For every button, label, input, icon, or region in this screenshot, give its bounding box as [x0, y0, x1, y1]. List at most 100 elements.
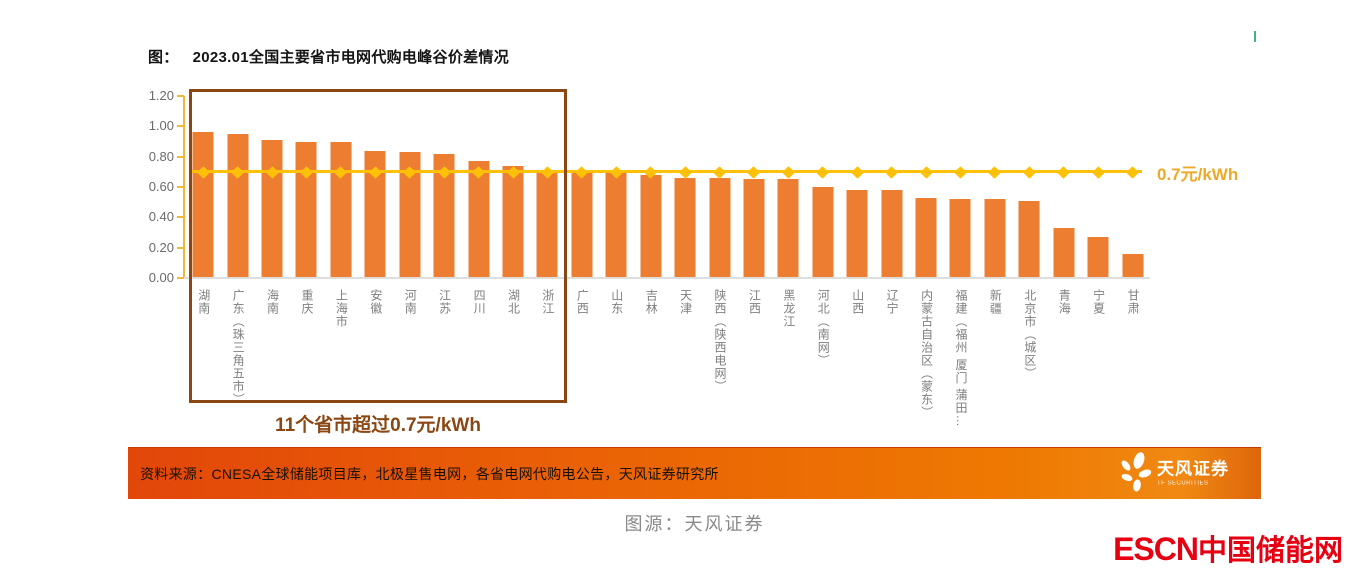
- bar-浙江: [536, 170, 558, 278]
- bar-slot: [186, 96, 220, 278]
- plot-area: [186, 96, 1150, 278]
- reference-marker-diamond: [919, 165, 933, 179]
- bar-安徽: [364, 150, 386, 278]
- bar-slot: [771, 96, 805, 278]
- reference-marker-diamond: [782, 165, 795, 179]
- highlight-box: [189, 89, 567, 403]
- annotation-text: 11个省市超过0.7元/kWh: [275, 415, 481, 436]
- bar-slot: [668, 96, 702, 278]
- x-label: 山西: [850, 289, 865, 315]
- reference-line-label: 0.7元/kWh: [1157, 165, 1239, 184]
- bar-海南: [261, 139, 283, 278]
- x-label: 天津: [678, 289, 693, 315]
- bar-slot: [530, 96, 564, 278]
- bar-北京市（城区）: [1018, 200, 1040, 278]
- reference-marker-diamond: [988, 165, 1002, 179]
- bar-slot: [599, 96, 633, 278]
- bar-河北（南网）: [812, 187, 834, 278]
- brand-subtitle: TF SECURITIES: [1157, 480, 1209, 487]
- reference-marker-diamond: [1126, 165, 1139, 179]
- bar-新疆: [984, 199, 1006, 278]
- y-tick-label: 1.20: [148, 88, 174, 103]
- x-label: 江西: [747, 289, 762, 315]
- x-label-slot: 河北（南网）: [806, 289, 840, 367]
- chart-title: 图： 2023.01全国主要省市电网代购电峰谷价差情况: [148, 46, 509, 67]
- x-label: 山东: [609, 289, 624, 315]
- reference-line: [189, 170, 1142, 173]
- bar-slot: [633, 96, 667, 278]
- image-source-caption: 图源：天风证券: [624, 514, 765, 534]
- bar-广西: [571, 171, 593, 278]
- y-tick-label: 1.00: [148, 118, 174, 134]
- bar-slot: [1081, 96, 1115, 278]
- bar-上海市: [330, 141, 352, 278]
- x-axis-labels: 湖南 广东（珠三角五市） 海南 重庆 上海市 安徽 河南 江苏 四川 湖北 浙江 广西 山东 吉林 天津 陕西…: [186, 289, 1150, 428]
- x-label-slot: 四川: [461, 289, 495, 315]
- x-label: 宁夏: [1091, 289, 1106, 315]
- x-label-slot: 黑龙江: [771, 289, 805, 328]
- bar-陕西（陕西电网）: [709, 177, 731, 278]
- bar-slot: [1047, 96, 1081, 278]
- x-label: 甘肃: [1126, 289, 1141, 315]
- bar-slot: [978, 96, 1012, 278]
- bar-内蒙古自治区（蒙东）: [915, 197, 937, 278]
- bar-slot: [1012, 96, 1046, 278]
- bar-甘肃: [1122, 253, 1144, 278]
- escn-logo-en: ESCN: [1113, 531, 1199, 567]
- x-label-slot: 福建（福州 厦门 蒲田…: [943, 289, 977, 428]
- reference-marker-diamond: [747, 165, 761, 179]
- x-label: 辽宁: [885, 289, 900, 315]
- x-label: 广东（珠三角五市）: [231, 289, 246, 406]
- chart-title-text: 2023.01全国主要省市电网代购电峰谷价差情况: [192, 49, 510, 66]
- x-label-slot: 上海市: [324, 289, 358, 328]
- x-label-slot: 河南: [393, 289, 427, 315]
- y-tick-mark: [177, 155, 184, 158]
- bar-slot: [806, 96, 840, 278]
- bar-四川: [468, 161, 490, 278]
- bar-黑龙江: [777, 179, 799, 278]
- chart-title-tag: 图：: [148, 49, 179, 66]
- x-label: 海南: [265, 289, 280, 315]
- brand-name: 天风证券: [1157, 459, 1229, 479]
- y-axis-line: [183, 96, 185, 279]
- x-label: 四川: [472, 289, 487, 315]
- x-label: 安徽: [368, 289, 383, 315]
- x-label: 河北（南网）: [816, 289, 831, 367]
- bar-slot: [220, 96, 254, 278]
- x-label: 河南: [403, 289, 418, 315]
- x-label-slot: 江苏: [427, 289, 461, 315]
- y-tick-mark: [177, 186, 184, 188]
- x-label-slot: 内蒙古自治区（蒙东）: [909, 289, 943, 419]
- bar-slot: [909, 96, 943, 278]
- y-tick-label: 0.00: [148, 270, 174, 285]
- y-tick-label: 0.20: [148, 239, 174, 255]
- bar-吉林: [640, 174, 662, 278]
- x-label-slot: 重庆: [289, 289, 323, 315]
- bar-辽宁: [881, 190, 903, 278]
- bar-slot: [840, 96, 874, 278]
- x-label-slot: 青海: [1047, 289, 1081, 315]
- y-tick-mark: [177, 95, 184, 97]
- x-label-slot: 湖南: [186, 289, 220, 315]
- bar-河南: [399, 152, 421, 278]
- reference-marker-diamond: [1022, 165, 1036, 179]
- x-label: 黑龙江: [781, 289, 796, 328]
- x-label-slot: 吉林: [633, 289, 667, 315]
- reference-marker-diamond: [816, 165, 830, 179]
- bar-山东: [605, 173, 627, 278]
- bar-青海: [1053, 227, 1075, 278]
- bar-slot: [324, 96, 358, 278]
- bar-天津: [674, 177, 696, 278]
- x-label-slot: 新疆: [978, 289, 1012, 315]
- bar-slot: [358, 96, 392, 278]
- bar-湖南: [192, 132, 214, 278]
- bar-重庆: [295, 141, 317, 278]
- x-label-slot: 浙江: [530, 289, 564, 315]
- x-label-slot: 陕西（陕西电网）: [702, 289, 736, 393]
- bar-湖北: [502, 165, 524, 278]
- x-label: 陕西（陕西电网）: [713, 289, 728, 393]
- x-label: 吉林: [644, 289, 659, 315]
- x-label-slot: 辽宁: [874, 289, 908, 315]
- reference-marker-diamond: [713, 165, 726, 179]
- bar-slot: [496, 96, 530, 278]
